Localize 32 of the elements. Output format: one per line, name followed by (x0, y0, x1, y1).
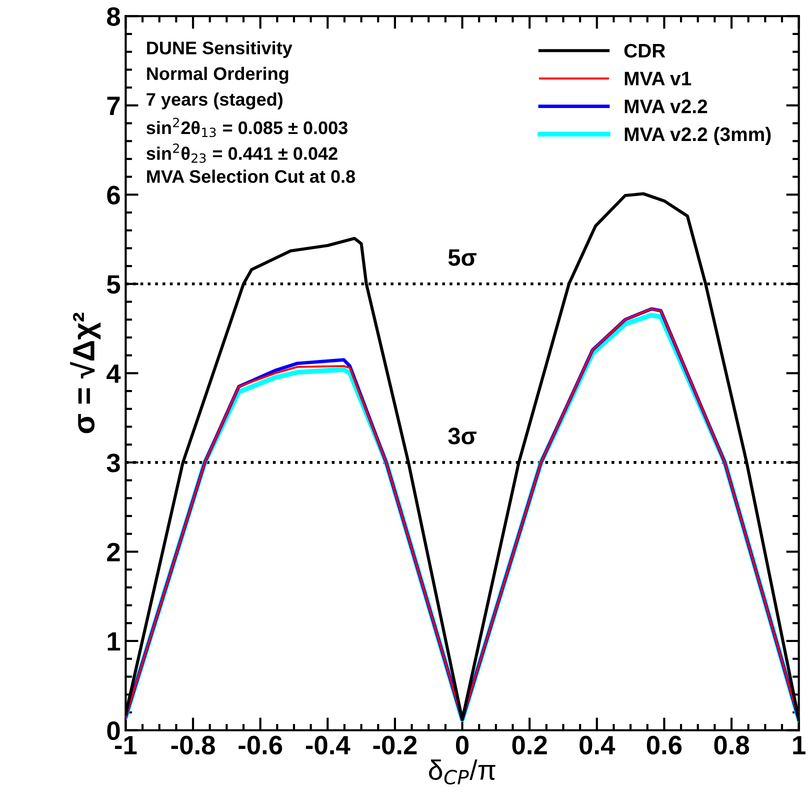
y-tick-label: 4 (106, 364, 121, 383)
legend-label: MVA v2.2 (3mm) (624, 126, 771, 146)
annotation: sin$^{2}$θ$_{23}$ = 0.441 ± 0.042 (146, 143, 338, 163)
x-tick-label: -0.6 (238, 736, 282, 754)
x-tick-label: 0.2 (512, 736, 547, 754)
x-axis-title: δ$_{CP}$/π (428, 760, 496, 785)
legend-label: CDR (624, 44, 666, 58)
legend-label: MVA v2.2 (624, 100, 708, 114)
annotation: DUNE Sensitivity (147, 41, 292, 58)
annotation: MVA Selection Cut at 0.8 (147, 170, 356, 183)
x-tick-label: -0.4 (306, 736, 350, 754)
annotation: sin$^{2}$2θ$_{13}$ = 0.085 ± 0.003 (146, 118, 348, 138)
x-tick-label: 0 (456, 736, 469, 754)
legend-label: MVA v1 (624, 72, 692, 86)
y-tick-label: 3 (106, 454, 120, 472)
y-tick-label: 8 (107, 7, 120, 26)
y-tick-label: 1 (108, 632, 120, 651)
annotation: 7 years (staged) (146, 92, 282, 110)
ref-line-label: 3σ (448, 428, 476, 444)
x-tick-label: -0.2 (373, 736, 417, 754)
x-tick-label: 0.4 (580, 736, 616, 754)
x-tick-label: 0.6 (646, 736, 682, 754)
x-tick-label: 0.8 (714, 736, 750, 754)
y-tick-label: 5 (106, 275, 120, 294)
y-tick-label: 2 (107, 542, 120, 562)
x-tick-label: -0.8 (171, 736, 215, 754)
x-tick-label: 1 (793, 736, 806, 754)
y-axis-title: σ = √Δχ² (70, 312, 101, 434)
annotation: Normal Ordering (147, 66, 288, 84)
y-tick-label: 7 (107, 96, 120, 115)
ref-line-label: 5σ (448, 249, 476, 266)
y-tick-label: 6 (107, 186, 120, 204)
